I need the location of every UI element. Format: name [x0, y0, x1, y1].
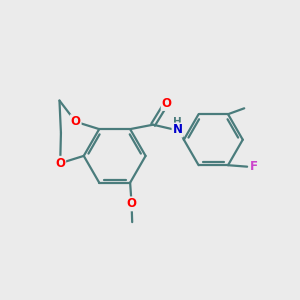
- Text: O: O: [71, 115, 81, 128]
- Text: H: H: [173, 117, 182, 127]
- Text: F: F: [250, 160, 258, 173]
- Text: N: N: [172, 124, 182, 136]
- Text: O: O: [162, 97, 172, 110]
- Text: O: O: [55, 157, 65, 170]
- Text: O: O: [127, 197, 136, 210]
